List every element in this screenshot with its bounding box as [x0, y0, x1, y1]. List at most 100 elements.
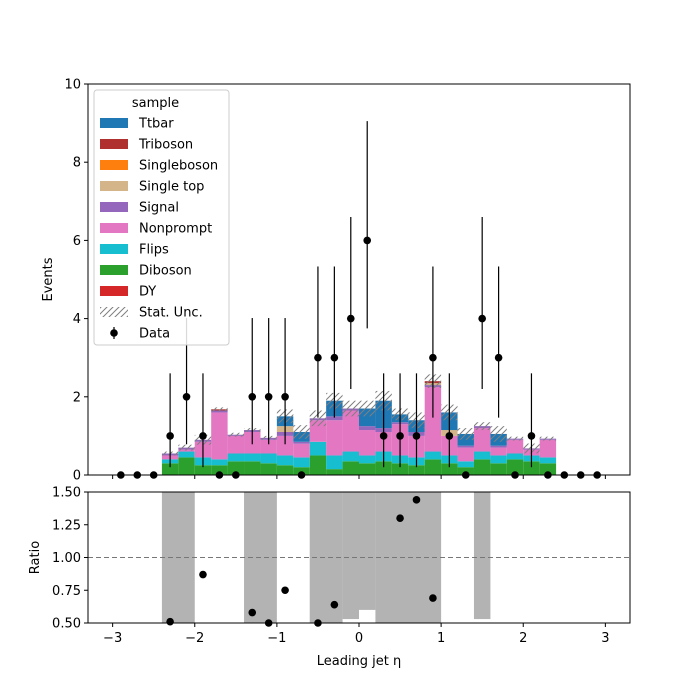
- stat-unc-band: [359, 400, 376, 417]
- bar-nonprompt: [227, 435, 245, 454]
- bar-diboson: [161, 463, 179, 475]
- y-tick-label: 0: [73, 469, 81, 484]
- legend-label: Diboson: [139, 264, 192, 279]
- stat-unc-band: [473, 422, 491, 431]
- ratio-y-tick-label: 1.25: [52, 518, 81, 533]
- bar-diboson: [178, 457, 195, 475]
- legend-swatch: [100, 160, 128, 170]
- bar-flips: [260, 453, 277, 464]
- x-axis-label: Leading jet η: [317, 654, 402, 669]
- legend: sample Ttbar Triboson Singleboson Single top…: [93, 89, 230, 346]
- legend-swatch: [100, 118, 128, 128]
- bar-diboson: [227, 461, 245, 475]
- bar-diboson: [490, 463, 507, 475]
- x-tick-label: 0: [355, 631, 363, 646]
- bar-nonprompt: [359, 430, 376, 456]
- y-tick-label: 2: [73, 390, 81, 405]
- bar-diboson: [375, 461, 392, 475]
- bar-signal: [359, 426, 376, 431]
- ratio-point: [248, 608, 257, 617]
- bar-flips: [293, 457, 310, 468]
- legend-data-marker: [110, 329, 118, 337]
- bar-nonprompt: [293, 443, 310, 458]
- stat-unc-band: [457, 428, 474, 440]
- data-point: [330, 353, 339, 362]
- bar-flips: [473, 451, 491, 460]
- stat-unc-band: [211, 407, 228, 412]
- bar-diboson: [473, 459, 491, 475]
- bar-diboson: [326, 469, 343, 475]
- y-tick-label: 10: [64, 78, 81, 93]
- data-point: [264, 393, 273, 401]
- legend-swatch: [100, 202, 128, 212]
- stat-unc-band: [309, 410, 327, 427]
- data-point: [199, 432, 207, 440]
- ratio-point: [281, 586, 289, 595]
- legend-label: DY: [139, 285, 156, 300]
- data-point: [379, 432, 388, 440]
- bar-diboson: [342, 461, 359, 475]
- bar-diboson: [260, 463, 277, 475]
- data-point: [182, 393, 191, 401]
- bar-flips: [244, 453, 261, 462]
- bar-diboson: [506, 459, 524, 475]
- data-point: [527, 432, 536, 440]
- bar-nonprompt: [424, 387, 442, 452]
- bar-flips: [342, 451, 359, 462]
- legend-swatch: [100, 286, 128, 296]
- bar-diboson: [408, 465, 425, 475]
- legend-label: Nonprompt: [139, 222, 212, 237]
- bar-nonprompt: [539, 439, 557, 458]
- bar-nonprompt: [276, 435, 294, 456]
- stat-unc-band: [227, 432, 245, 437]
- y-tick-label: 6: [73, 234, 81, 249]
- data-point: [396, 432, 404, 440]
- legend-swatch: [100, 223, 128, 233]
- bar-diboson: [441, 463, 458, 475]
- stat-unc-band: [293, 425, 310, 439]
- main-histogram-panel: 0 2 4 6 8 10 Events: [41, 78, 631, 484]
- x-tick-label: −1: [267, 631, 286, 646]
- bar-flips: [309, 441, 327, 456]
- legend-label: Flips: [139, 243, 169, 258]
- bar-diboson: [359, 463, 376, 475]
- ratio-point: [166, 617, 174, 626]
- data-point: [445, 432, 454, 440]
- data-point: [281, 393, 289, 401]
- legend-label: Stat. Unc.: [139, 306, 203, 321]
- x-tick-label: −2: [185, 631, 204, 646]
- y-tick-label: 4: [73, 312, 81, 327]
- ratio-point: [429, 594, 437, 602]
- bar-diboson: [424, 459, 442, 475]
- bar-flips: [178, 451, 195, 458]
- bar-diboson: [539, 463, 557, 475]
- bar-diboson: [457, 467, 474, 475]
- bar-flips: [359, 455, 376, 464]
- bar-flips: [276, 455, 294, 466]
- bar-flips: [539, 457, 557, 464]
- x-tick-label: 1: [437, 631, 445, 646]
- legend-stat-unc-swatch: [100, 307, 128, 317]
- legend-label: Triboson: [138, 138, 193, 153]
- legend-swatch: [100, 139, 128, 149]
- bar-nonprompt: [342, 410, 359, 452]
- bar-signal: [490, 445, 507, 448]
- bar-signal: [457, 445, 474, 448]
- stat-unc-band: [539, 436, 557, 441]
- bar-flips: [457, 461, 474, 468]
- bar-nonprompt: [326, 420, 343, 456]
- ratio-point: [330, 600, 339, 609]
- data-point: [314, 353, 322, 362]
- ratio-point: [396, 514, 404, 522]
- ratio-point: [412, 496, 421, 504]
- ratio-unc-band: [473, 492, 491, 620]
- legend-label: Ttbar: [138, 117, 174, 132]
- bar-flips: [490, 455, 507, 464]
- data-point: [248, 393, 257, 401]
- ratio-unc-band: [359, 492, 376, 610]
- legend-title: sample: [132, 96, 179, 111]
- ratio-y-tick-label: 1.00: [52, 551, 81, 566]
- x-tick-label: 3: [601, 631, 609, 646]
- data-point: [429, 353, 437, 362]
